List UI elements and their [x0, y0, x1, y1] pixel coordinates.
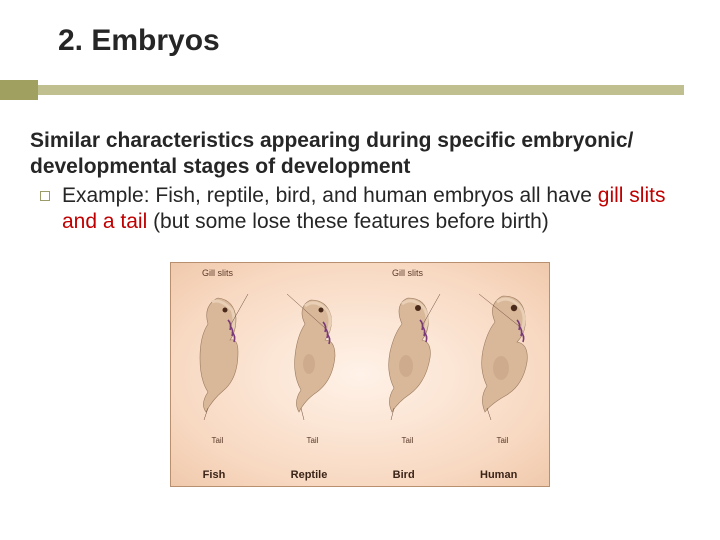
- embryo-figure: Gill slits Gill slits: [170, 262, 550, 487]
- embryo-bird: [372, 290, 444, 420]
- embryo-row: [170, 290, 550, 430]
- bullet-pre: Example: Fish, reptile, bird, and human …: [62, 184, 598, 207]
- embryo-human: [467, 290, 539, 420]
- bullet-post: (but some lose these features before bir…: [147, 210, 549, 233]
- gill-slits-label-left: Gill slits: [170, 268, 265, 278]
- gill-slits-label-right: Gill slits: [360, 268, 455, 278]
- content-area: Similar characteristics appearing during…: [30, 128, 680, 235]
- species-labels: Fish Reptile Bird Human: [170, 469, 550, 481]
- tail-label-1: Tail: [306, 436, 318, 445]
- bullet-item: Example: Fish, reptile, bird, and human …: [30, 183, 680, 236]
- species-fish: Fish: [203, 469, 226, 481]
- top-labels: Gill slits Gill slits: [170, 268, 550, 278]
- bullet-text: Example: Fish, reptile, bird, and human …: [62, 183, 680, 236]
- tail-label-3: Tail: [496, 436, 508, 445]
- slide-title: 2. Embryos: [58, 24, 680, 58]
- accent-bar: [0, 80, 684, 100]
- embryo-fish: [182, 290, 254, 420]
- bullet-box-icon: [40, 191, 50, 201]
- tail-label-2: Tail: [401, 436, 413, 445]
- species-bird: Bird: [393, 469, 415, 481]
- species-reptile: Reptile: [291, 469, 328, 481]
- tail-label-0: Tail: [211, 436, 223, 445]
- tail-labels: Tail Tail Tail Tail: [170, 436, 550, 445]
- lead-text: Similar characteristics appearing during…: [30, 128, 680, 181]
- species-human: Human: [480, 469, 517, 481]
- embryo-reptile: [277, 290, 349, 420]
